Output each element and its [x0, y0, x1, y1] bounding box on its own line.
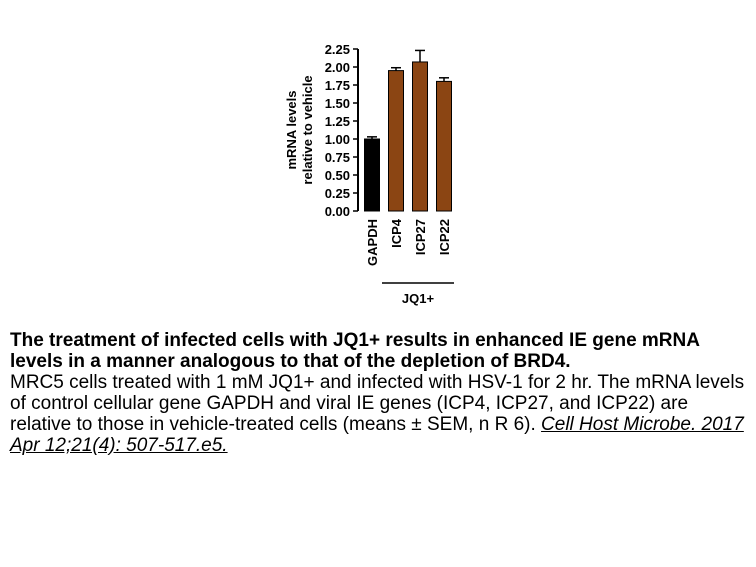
y-tick-label: 1.75 [325, 78, 350, 93]
bar-icp27 [412, 61, 428, 212]
y-axis-title: mRNA levels [284, 91, 299, 170]
category-label: ICP22 [437, 219, 452, 255]
figure-caption: The treatment of infected cells with JQ1… [10, 330, 754, 456]
group-label: JQ1+ [402, 291, 435, 306]
chart-canvas: 0.00 0.25 0.50 0.75 1.00 1.25 1.50 1.75 2.00 2.25… [284, 42, 454, 306]
category-label: GAPDH [365, 219, 380, 266]
caption-body: MRC5 cells treated with 1 mM JQ1+ and in… [10, 372, 754, 456]
bar-chart: 0.00 0.25 0.50 0.75 1.00 1.25 1.50 1.75 2.00 2.25… [284, 42, 454, 306]
caption-heading: The treatment of infected cells with JQ1… [10, 330, 700, 372]
y-tick-label: 0.75 [325, 150, 350, 165]
y-tick-label: 2.25 [325, 42, 350, 57]
category-label: ICP27 [413, 219, 428, 255]
y-tick-label: 1.25 [325, 114, 350, 129]
y-tick-label: 1.00 [325, 132, 350, 147]
category-label: ICP4 [389, 218, 404, 248]
y-tick-label: 2.00 [325, 60, 350, 75]
y-tick-label: 1.50 [325, 96, 350, 111]
y-tick-label: 0.25 [325, 186, 350, 201]
y-tick-label: 0.00 [325, 204, 350, 219]
caption-text: MRC5 cells treated with 1 mM JQ1+ and in… [10, 372, 745, 435]
bar-icp4 [388, 70, 404, 212]
citation-link[interactable]: Cell Host Microbe. 2017 Apr 12;21(4): 50… [10, 414, 744, 456]
bar-gapdh [364, 138, 380, 212]
y-axis-title: relative to vehicle [300, 75, 315, 184]
y-tick-label: 0.50 [325, 168, 350, 183]
bar-icp22 [436, 80, 452, 212]
